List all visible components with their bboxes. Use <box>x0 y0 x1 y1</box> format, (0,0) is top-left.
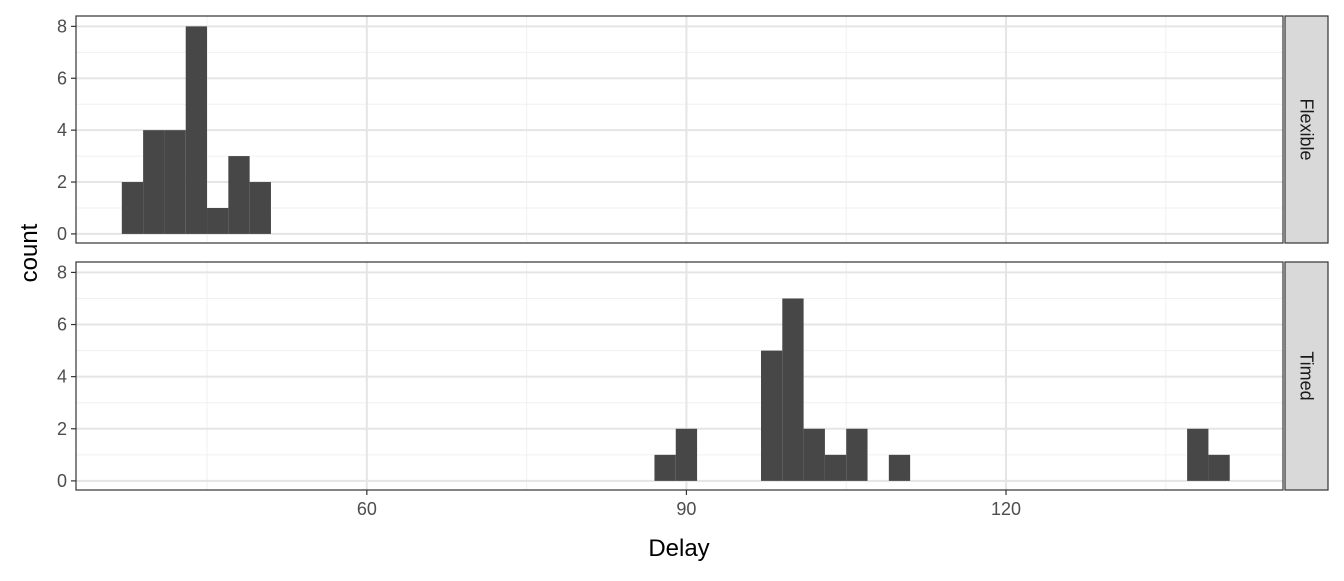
strip-background <box>1284 15 1329 244</box>
y-tick-label: 4 <box>57 367 67 387</box>
y-tick-label: 0 <box>57 224 67 244</box>
y-tick-label: 6 <box>57 315 67 335</box>
x-tick-label: 90 <box>676 499 696 519</box>
histogram-bar <box>121 182 144 234</box>
y-tick-label: 8 <box>57 262 67 282</box>
y-tick-label: 0 <box>57 471 67 491</box>
histogram-bar <box>675 428 698 481</box>
panel-border <box>75 15 1284 244</box>
y-tick-label: 6 <box>57 68 67 88</box>
histogram-bar <box>143 130 165 234</box>
histogram-bar <box>760 350 783 481</box>
panel-timed: 0 2 4 6 8 Timed <box>57 261 1329 491</box>
histogram-bar <box>164 130 186 234</box>
x-tick-label: 60 <box>357 499 377 519</box>
histogram-bar <box>185 26 208 234</box>
histogram-bar <box>228 156 250 234</box>
y-tick-label: 8 <box>57 16 67 36</box>
y-tick-label: 4 <box>57 120 67 140</box>
histogram-bar <box>888 454 911 481</box>
histogram-bar <box>1187 428 1209 481</box>
histogram-bar <box>1208 454 1230 481</box>
histogram-bar <box>654 454 676 481</box>
histogram-bar <box>249 182 271 234</box>
panel-border <box>75 261 1284 491</box>
x-tick-label: 120 <box>991 499 1021 519</box>
histogram-bar <box>782 298 804 481</box>
strip-label: Flexible <box>1297 98 1317 160</box>
histogram-bar <box>803 428 825 481</box>
histogram-bar <box>207 207 229 234</box>
y-axis-title: count <box>16 223 43 282</box>
y-tick-label: 2 <box>57 172 67 192</box>
strip-background <box>1284 261 1329 491</box>
strip-label: Timed <box>1297 351 1317 400</box>
histogram-bar <box>846 428 868 481</box>
panel-flexible: 0 2 4 6 8 Flexible <box>57 15 1329 244</box>
histogram-bar <box>824 454 847 481</box>
y-tick-label: 2 <box>57 419 67 439</box>
x-axis-title: Delay <box>648 535 709 562</box>
